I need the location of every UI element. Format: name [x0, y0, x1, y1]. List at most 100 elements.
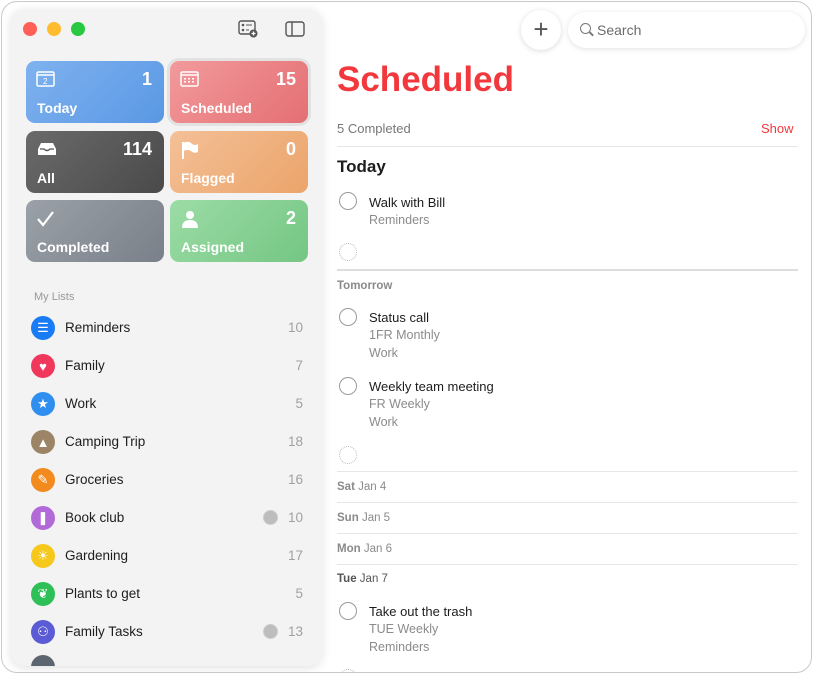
- reminder-list: Work: [369, 415, 398, 429]
- person-icon: [180, 209, 202, 229]
- section-today: Today: [337, 157, 386, 176]
- reminder-title[interactable]: Weekly team meeting: [369, 379, 494, 394]
- minimize-button[interactable]: [47, 22, 61, 36]
- list-count: 18: [287, 434, 303, 449]
- section-day: Sun Jan 5: [337, 512, 391, 524]
- count: 15: [275, 69, 296, 89]
- svg-text:2: 2: [43, 77, 48, 86]
- label: Today: [37, 100, 78, 116]
- section-day: Mon Jan 6: [337, 543, 392, 555]
- sidebar: 2 1 Today 15 Scheduled 114 All 0 Flagged…: [11, 9, 322, 666]
- list-count: 5: [295, 586, 303, 601]
- list-count: 10: [287, 510, 303, 525]
- reminder-title[interactable]: Walk with Bill: [369, 195, 446, 210]
- count: 1: [141, 69, 152, 89]
- list-name: Reminders: [65, 320, 131, 335]
- list-count: 10: [287, 320, 303, 335]
- shared-icon: [263, 510, 278, 525]
- reminder-repeat: FR Weekly: [369, 397, 430, 411]
- smart-list-all[interactable]: 114 All: [26, 131, 164, 193]
- list-count: 7: [295, 358, 303, 373]
- reminder-title[interactable]: Status call: [369, 310, 429, 325]
- sidebar-toggle-icon[interactable]: [285, 20, 305, 38]
- tray-icon: [36, 140, 58, 160]
- section-tomorrow: Tomorrow: [337, 280, 393, 292]
- label: Scheduled: [181, 100, 252, 116]
- checkmark-icon: [36, 209, 58, 229]
- complete-checkbox[interactable]: [339, 192, 357, 210]
- count: 0: [285, 139, 296, 159]
- new-reminder-placeholder[interactable]: [339, 446, 357, 464]
- complete-checkbox[interactable]: [339, 602, 357, 620]
- list-icon: ⚇: [31, 620, 55, 644]
- completed-count: 5 Completed: [337, 121, 411, 136]
- label: Completed: [37, 239, 110, 255]
- list-item[interactable]: ★ Work 5: [29, 387, 303, 421]
- reminder-title[interactable]: Take out the trash: [369, 604, 473, 619]
- label: Assigned: [181, 239, 245, 255]
- list-icon: ♥: [31, 354, 55, 378]
- reminder-list: Work: [369, 346, 398, 360]
- list-item[interactable]: ❦ Plants to get 5: [29, 577, 303, 611]
- reminder-repeat: 1FR Monthly: [369, 328, 440, 342]
- list-name: Camping Trip: [65, 434, 146, 449]
- my-lists-heading: My Lists: [34, 291, 75, 303]
- list-name: Book club: [65, 510, 125, 525]
- new-reminder-placeholder[interactable]: [339, 669, 357, 672]
- list-name: Groceries: [65, 472, 124, 487]
- list-item[interactable]: ☰ Reminders 10: [29, 311, 303, 345]
- list-icon: ★: [31, 392, 55, 416]
- list-icon: ☰: [31, 316, 55, 340]
- section-day: Sat Jan 4: [337, 481, 387, 493]
- zoom-button[interactable]: [71, 22, 85, 36]
- smart-list-flagged[interactable]: 0 Flagged: [170, 131, 308, 193]
- smart-list-completed[interactable]: Completed: [26, 200, 164, 262]
- count: 2: [285, 208, 296, 228]
- list-count: 16: [287, 472, 303, 487]
- complete-checkbox[interactable]: [339, 308, 357, 326]
- list-item[interactable]: ☀ Gardening 17: [29, 539, 303, 573]
- list-item[interactable]: ⚇ Family Tasks 13: [29, 615, 303, 649]
- search-placeholder: Search: [597, 22, 642, 38]
- section-day: Tue Jan 7: [337, 573, 388, 585]
- reminder-list: Reminders: [369, 213, 430, 227]
- search-field[interactable]: Search: [568, 12, 805, 48]
- show-completed-button[interactable]: Show: [761, 121, 794, 136]
- new-reminder-placeholder[interactable]: [339, 243, 357, 261]
- list-icon: ☀: [31, 544, 55, 568]
- list-name: Gardening: [65, 548, 129, 563]
- reminder-repeat: TUE Weekly: [369, 622, 439, 636]
- list-item[interactable]: ❚ Book club 10: [29, 501, 303, 535]
- checklist-add-icon[interactable]: [238, 20, 258, 38]
- shared-icon: [263, 624, 278, 639]
- smart-list-assigned[interactable]: 2 Assigned: [170, 200, 308, 262]
- list-item[interactable]: ▲ Camping Trip 18: [29, 425, 303, 459]
- complete-checkbox[interactable]: [339, 377, 357, 395]
- list-name: Family Tasks: [65, 624, 143, 639]
- close-button[interactable]: [23, 22, 37, 36]
- list-icon: ❦: [31, 582, 55, 606]
- list-count: 17: [287, 548, 303, 563]
- add-reminder-button[interactable]: +: [521, 10, 561, 50]
- reminder-list: Reminders: [369, 640, 430, 654]
- list-count: 5: [295, 396, 303, 411]
- list-count: 13: [287, 624, 303, 639]
- list-item-partial[interactable]: [29, 650, 303, 666]
- list-name: Family: [65, 358, 105, 373]
- flag-icon: [180, 140, 202, 160]
- list-item[interactable]: ✎ Groceries 16: [29, 463, 303, 497]
- smart-list-today[interactable]: 2 1 Today: [26, 61, 164, 123]
- list-item[interactable]: ♥ Family 7: [29, 349, 303, 383]
- search-icon: [580, 23, 591, 34]
- count: 114: [122, 139, 152, 159]
- page-title: Scheduled: [337, 60, 514, 99]
- smart-list-scheduled[interactable]: 15 Scheduled: [170, 61, 308, 123]
- list-name: Work: [65, 396, 97, 411]
- list-icon: ▲: [31, 430, 55, 454]
- label: Flagged: [181, 170, 235, 186]
- list-icon: ✎: [31, 468, 55, 492]
- list-name: Plants to get: [65, 586, 141, 601]
- label: All: [37, 170, 55, 186]
- calendar-icon: [180, 70, 202, 90]
